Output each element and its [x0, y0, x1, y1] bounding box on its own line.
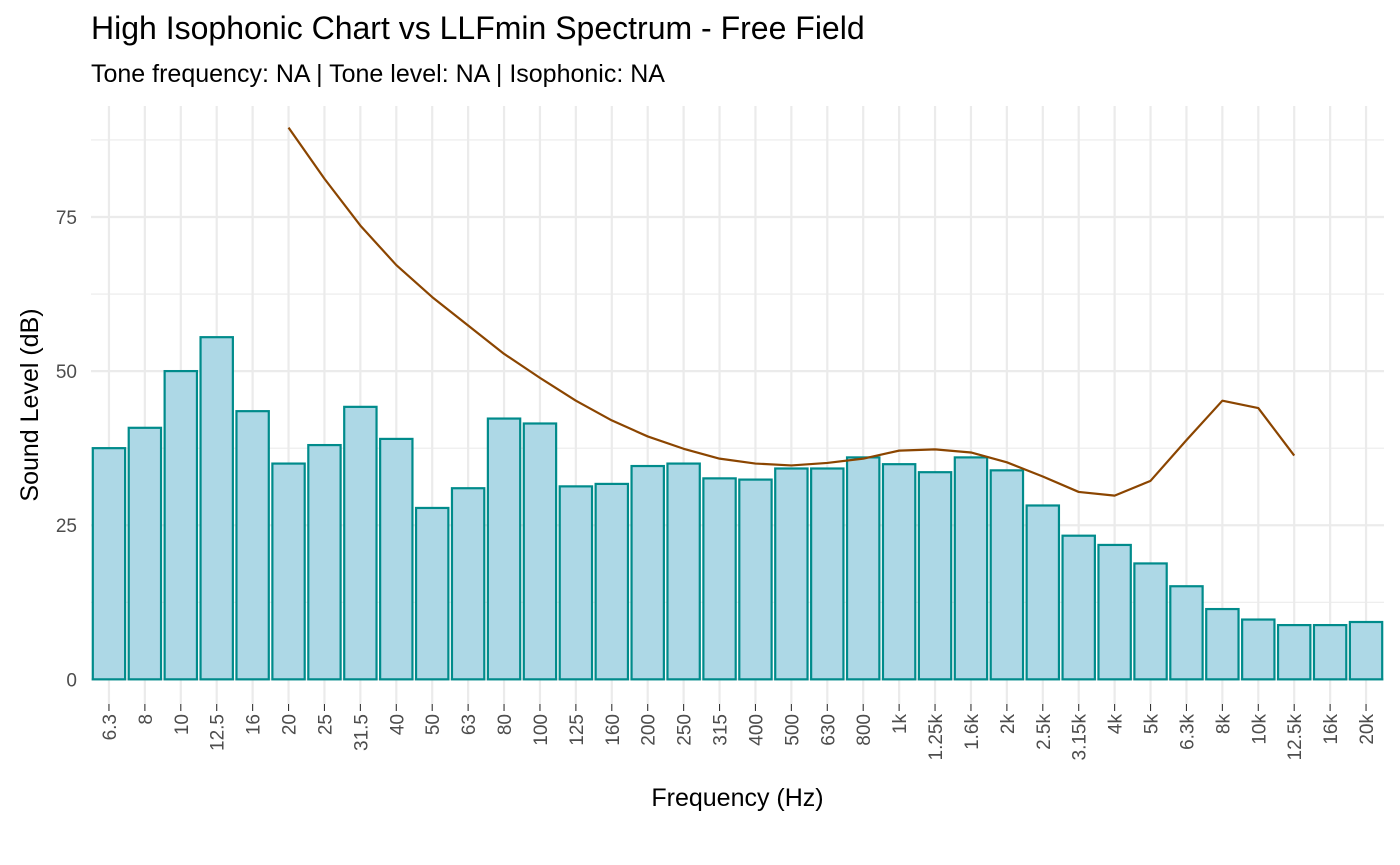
bar: [414, 506, 450, 681]
chart-title: High Isophonic Chart vs LLFmin Spectrum …: [91, 10, 865, 46]
x-tick-label: 100: [531, 714, 552, 746]
x-tick-label: 400: [746, 714, 767, 746]
bar: [271, 462, 306, 681]
bar: [1133, 562, 1168, 681]
x-axis-title: Frequency (Hz): [651, 784, 823, 812]
x-tick-label: 5k: [1142, 714, 1163, 735]
x-tick-label: 1.25k: [926, 714, 947, 761]
bar: [594, 482, 630, 681]
x-tick-label: 315: [711, 714, 732, 746]
x-tick-label: 63: [459, 714, 480, 735]
bar: [558, 485, 594, 681]
x-tick-label: 12.5k: [1285, 714, 1306, 761]
bar: [91, 447, 127, 681]
bar: [1097, 543, 1132, 681]
y-tick-label: 25: [56, 516, 77, 537]
x-tick-label: 16: [244, 714, 265, 735]
x-tick-label: 31.5: [351, 714, 372, 751]
x-tick-label: 8: [136, 714, 157, 725]
x-tick-label: 3.15k: [1070, 714, 1091, 761]
x-tick-label: 12.5: [208, 714, 229, 751]
bar: [1169, 585, 1204, 681]
bar: [379, 437, 414, 681]
bar: [235, 410, 270, 681]
bar: [630, 464, 665, 681]
x-tick-label: 4k: [1106, 714, 1127, 735]
bar: [1312, 623, 1348, 681]
x-tick-label: 6.3k: [1177, 714, 1198, 750]
x-tick-label: 2.5k: [1034, 714, 1055, 750]
y-tick-label: 50: [56, 362, 77, 383]
bar: [1025, 504, 1061, 681]
bar: [666, 462, 701, 681]
bar: [1276, 623, 1312, 681]
x-tick-label: 160: [603, 714, 624, 746]
bar: [1348, 620, 1384, 681]
x-tick-label: 2k: [998, 714, 1019, 735]
bar: [1241, 618, 1276, 681]
x-tick-label: 20k: [1357, 714, 1378, 745]
x-tick-label: 200: [639, 714, 660, 746]
bar: [163, 369, 199, 681]
x-tick-label: 80: [495, 714, 516, 735]
x-tick-label: 8k: [1213, 714, 1234, 735]
bar: [522, 422, 558, 681]
isophonic-line: [287, 126, 1296, 497]
bar: [127, 426, 163, 681]
x-tick-label: 40: [387, 714, 408, 735]
bar: [774, 467, 809, 681]
bar: [1205, 607, 1240, 681]
bar: [702, 477, 737, 681]
bar: [1061, 534, 1096, 681]
x-tick-label: 500: [782, 714, 803, 746]
bar: [917, 471, 953, 681]
x-tick-label: 1k: [890, 714, 911, 735]
x-tick-label: 50: [423, 714, 444, 735]
x-tick-label: 630: [818, 714, 839, 746]
x-tick-label: 10k: [1249, 714, 1270, 745]
x-tick-label: 20: [280, 714, 301, 735]
x-tick-label: 125: [567, 714, 588, 746]
bar: [199, 336, 234, 681]
x-tick-label: 25: [315, 714, 336, 735]
bar: [738, 478, 773, 681]
bar: [343, 405, 378, 681]
bar: [450, 487, 486, 681]
bar: [845, 456, 881, 681]
y-axis-title: Sound Level (dB): [16, 308, 44, 501]
bar: [953, 456, 989, 681]
bar: [989, 469, 1025, 681]
y-tick-label: 75: [56, 208, 77, 229]
bar: [307, 443, 342, 681]
bar: [881, 463, 917, 681]
x-tick-label: 6.3: [100, 714, 121, 740]
chart-subtitle: Tone frequency: NA | Tone level: NA | Is…: [91, 60, 665, 88]
bar: [486, 417, 522, 681]
x-tick-label: 1.6k: [962, 714, 983, 750]
y-tick-label: 0: [66, 670, 77, 691]
bar: [810, 467, 845, 681]
x-tick-label: 16k: [1321, 714, 1342, 745]
x-tick-label: 10: [172, 714, 193, 735]
x-tick-label: 800: [854, 714, 875, 746]
x-tick-label: 250: [675, 714, 696, 746]
